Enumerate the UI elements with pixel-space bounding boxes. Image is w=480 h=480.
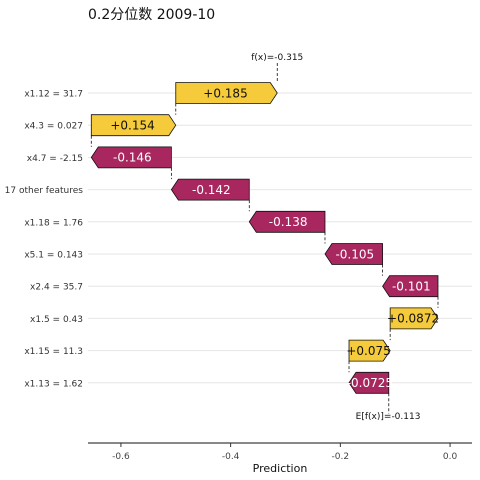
feature-label: x5.1 = 0.143 xyxy=(24,251,83,261)
feature-label: x1.18 = 1.76 xyxy=(24,218,83,228)
x-tick-label: -0.4 xyxy=(222,452,240,462)
bar-positive xyxy=(348,339,391,362)
bar-value-label: -0.105 xyxy=(335,247,374,261)
bar-value-label: -0.138 xyxy=(269,215,308,229)
bar-negative xyxy=(248,210,326,233)
feature-label: x4.7 = -2.15 xyxy=(27,154,83,164)
x-tick-label: 0.0 xyxy=(443,452,458,462)
feature-label: x1.12 = 31.7 xyxy=(24,90,83,100)
x-tick-label: -0.2 xyxy=(332,452,350,462)
feature-label: x1.15 = 11.3 xyxy=(24,347,83,357)
bar-positive xyxy=(90,114,177,137)
x-axis-label: Prediction xyxy=(253,462,308,475)
bar-value-label: -0.0725 xyxy=(347,376,393,390)
feature-label: x1.13 = 1.62 xyxy=(24,379,83,389)
bar-value-label: +0.185 xyxy=(203,86,247,100)
bar-negative xyxy=(90,146,172,169)
bar-negative xyxy=(324,243,383,265)
feature-label: x2.4 = 35.7 xyxy=(30,283,83,293)
bar-value-label: +0.154 xyxy=(110,119,154,133)
chart-title: 0.2分位数 2009-10 xyxy=(88,7,216,23)
bar-value-label: +0.075 xyxy=(346,344,390,358)
bar-value-label: -0.142 xyxy=(192,183,231,197)
bar-value-label: +0.0872 xyxy=(387,312,439,326)
bar-value-label: -0.101 xyxy=(392,280,431,294)
bar-positive xyxy=(389,307,439,330)
feature-label: x1.5 = 0.43 xyxy=(30,315,83,325)
bar-negative xyxy=(382,275,439,298)
bar-value-label: -0.146 xyxy=(113,151,152,165)
fx-label: f(x)=-0.315 xyxy=(251,53,303,63)
bar-negative xyxy=(348,371,390,394)
base-value-label: E[f(x)]=-0.113 xyxy=(356,412,421,422)
bar-negative xyxy=(170,178,250,201)
feature-label: x4.3 = 0.027 xyxy=(24,122,83,132)
feature-label: 17 other features xyxy=(5,186,84,196)
x-tick-label: -0.6 xyxy=(112,452,130,462)
bar-positive xyxy=(175,82,278,104)
